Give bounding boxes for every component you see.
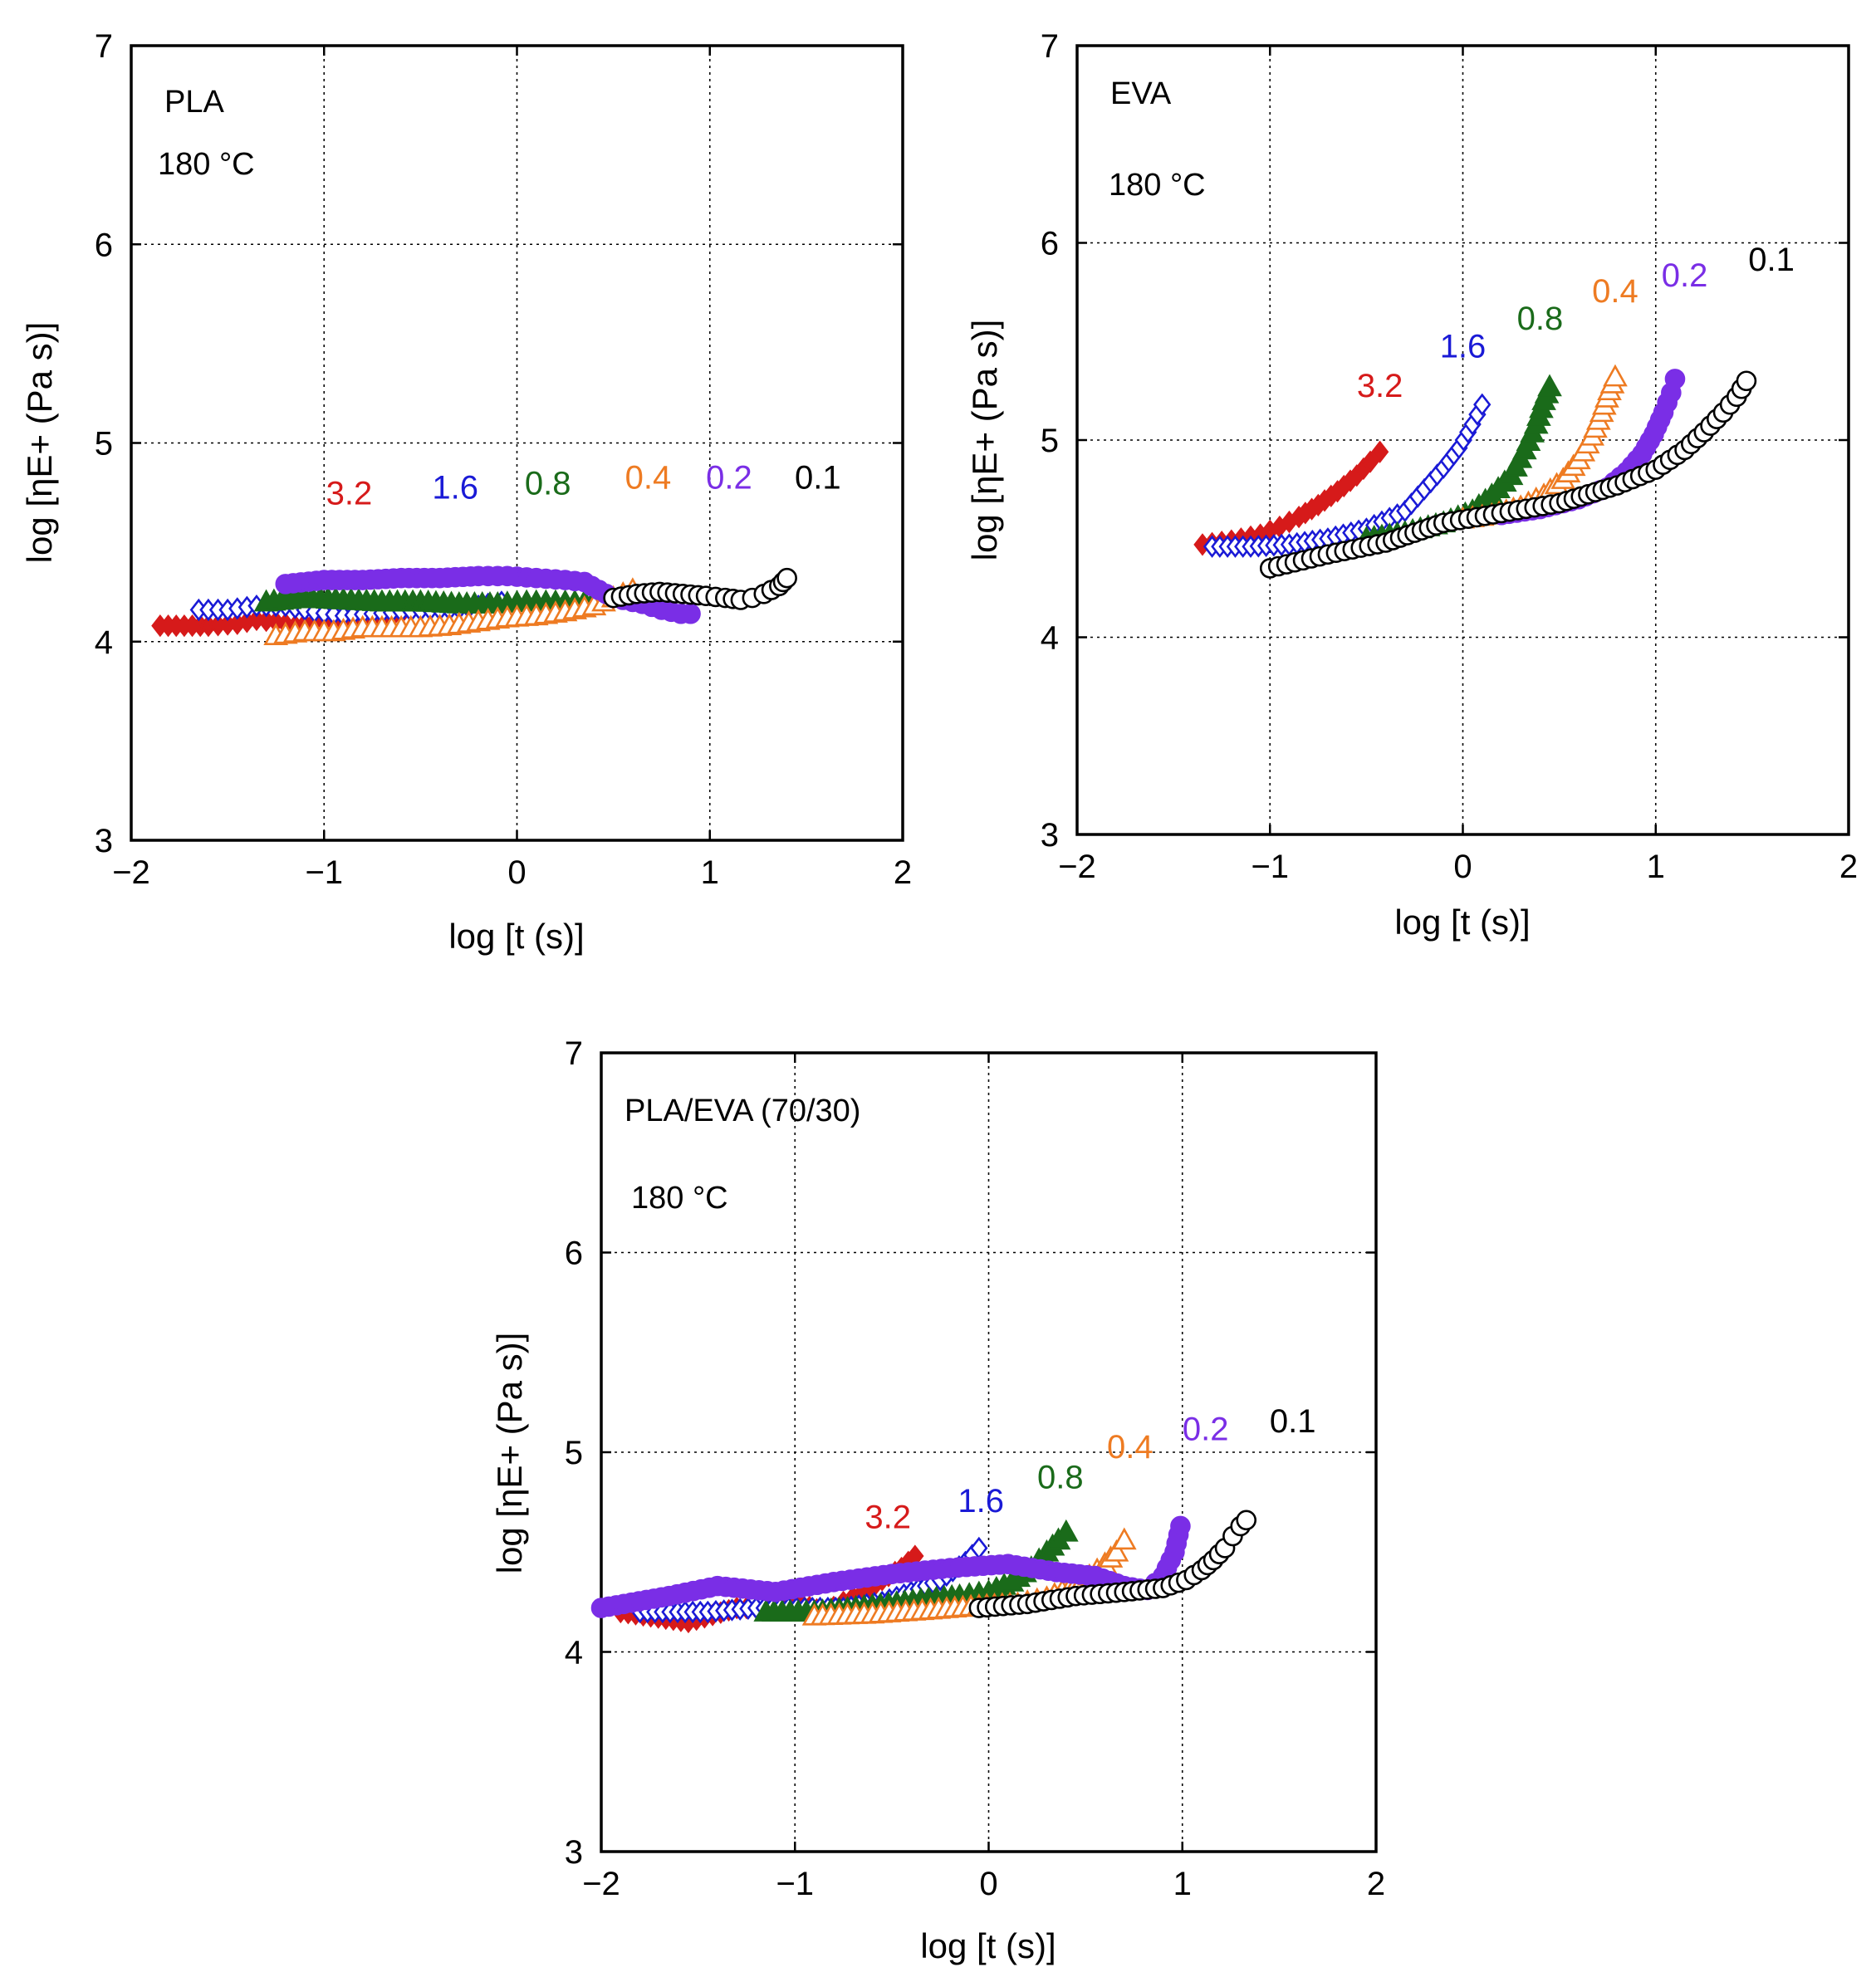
y-axis-label: log [ηE+ (Pa s)] [965,320,1004,561]
rate-label-0-2: 0.2 [1662,257,1708,294]
rate-label-0-8: 0.8 [1517,301,1564,337]
x-tick-label: −1 [305,854,343,891]
chart-panel-pla: −2 −1 0 1 2 3 4 5 6 7 3.2 1.6 0.8 0.4 0.2 0.1 PLA 180 … [20,28,912,956]
y-tick-label: 6 [565,1236,583,1272]
temperature-annotation: 180 °C [1109,168,1206,203]
y-tick-label: 7 [565,1035,583,1072]
series-0-1 [603,567,797,610]
x-tick-label: −1 [776,1866,814,1902]
series-0-2 [275,565,701,624]
rate-label-0-4: 0.4 [1107,1429,1154,1466]
rate-label-1-6: 1.6 [1440,328,1487,365]
x-tick-label: 2 [894,854,912,891]
data-point [1236,1510,1257,1531]
data-point [1104,1539,1129,1562]
data-point [1473,393,1491,416]
series-0-1 [968,1510,1257,1618]
y-tick-label: 5 [1041,423,1059,459]
chart-panel-eva: −2 −1 0 1 2 3 4 5 6 7 3.2 1.6 0.8 0.4 0.2 0.1 EVA 180 … [965,28,1858,942]
y-axis-label: log [ηE+ (Pa s)] [20,322,59,564]
y-tick-label: 4 [1041,620,1059,657]
y-tick-label: 7 [95,28,113,65]
sample-annotation: PLA [164,85,224,120]
rate-label-0-4: 0.4 [625,460,672,497]
sample-annotation: PLA/EVA (70/30) [625,1094,860,1128]
temperature-annotation: 180 °C [158,147,255,182]
x-tick-label: 0 [979,1866,997,1902]
x-tick-label: 0 [1453,849,1472,885]
temperature-annotation: 180 °C [631,1181,728,1216]
data-point [1664,369,1686,389]
x-tick-label: 1 [1647,849,1665,885]
y-tick-label: 6 [95,227,113,263]
chart-panel-pla-eva: −2 −1 0 1 2 3 4 5 6 7 3.2 1.6 0.8 0.4 0.2 0.1 PLA/EVA … [490,1035,1385,1965]
y-tick-label: 3 [1041,817,1059,854]
rate-label-3-2: 3.2 [865,1499,911,1535]
series-0-1 [1259,370,1757,579]
y-tick-label: 5 [565,1435,583,1471]
y-tick-label: 6 [1041,226,1059,262]
rate-label-1-6: 1.6 [958,1483,1004,1519]
rate-label-0-8: 0.8 [525,466,571,502]
rate-label-0-1: 0.1 [795,460,841,497]
data-point [1361,450,1379,473]
rate-label-0-8: 0.8 [1037,1459,1084,1495]
rate-label-3-2: 3.2 [1357,368,1403,404]
rate-label-0-1: 0.1 [1748,242,1795,278]
y-tick-label: 5 [95,426,113,462]
y-tick-label: 7 [1041,28,1059,65]
data-point [1537,374,1562,397]
x-axis-label: log [t (s)] [920,1926,1056,1965]
series-0-8 [253,585,607,614]
rate-label-0-4: 0.4 [1592,273,1638,310]
data-point [680,603,701,624]
x-tick-label: 1 [1173,1866,1192,1902]
data-point [776,567,797,589]
y-tick-label: 4 [565,1635,583,1671]
x-tick-label: −2 [112,854,150,891]
y-axis-label: log [ηE+ (Pa s)] [490,1333,529,1574]
data-point [1603,364,1628,387]
sample-annotation: EVA [1110,76,1172,111]
x-tick-label: 2 [1367,1866,1385,1902]
data-point [1053,1519,1079,1542]
x-tick-label: −1 [1251,849,1289,885]
y-tick-label: 4 [95,624,113,661]
x-tick-label: 2 [1839,849,1858,885]
rate-label-3-2: 3.2 [326,476,373,512]
data-point [1111,1527,1137,1550]
rate-label-1-6: 1.6 [432,469,478,506]
x-tick-label: 1 [701,854,719,891]
y-tick-label: 3 [565,1834,583,1871]
rate-label-0-2: 0.2 [1183,1412,1229,1448]
x-axis-label: log [t (s)] [448,917,584,956]
data-point [1370,440,1389,463]
x-tick-label: −2 [582,1866,620,1902]
x-tick-label: −2 [1058,849,1096,885]
data-point [1170,1515,1191,1537]
rate-label-0-1: 0.1 [1270,1403,1316,1440]
data-point [1736,370,1757,392]
x-axis-label: log [t (s)] [1394,903,1530,942]
series-0-2 [590,1515,1191,1618]
x-tick-label: 0 [507,854,526,891]
rate-label-0-2: 0.2 [706,460,752,497]
y-tick-label: 3 [95,823,113,859]
